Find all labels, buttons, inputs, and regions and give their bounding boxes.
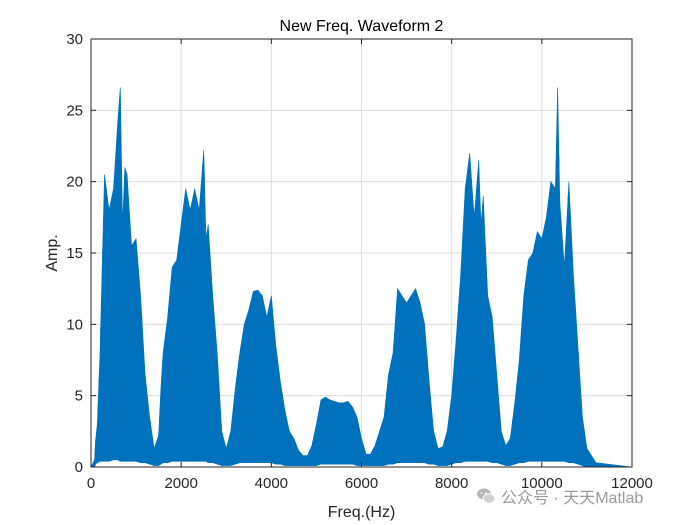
x-tick-label: 10000	[521, 475, 563, 492]
x-axis-label: Freq.(Hz)	[328, 504, 396, 521]
x-tick-label: 6000	[345, 475, 378, 492]
chart-title: New Freq. Waveform 2	[280, 18, 444, 35]
x-tick-label: 4000	[255, 475, 288, 492]
series-layer	[90, 87, 633, 468]
wechat-icon	[477, 488, 496, 504]
y-tick-label: 20	[66, 174, 83, 191]
x-tick-label: 12000	[611, 475, 653, 492]
ticks: 0 2000 4000 6000 8000 10000 12000 0 5 10 15 20 25 30	[66, 31, 653, 492]
y-tick-label: 30	[66, 31, 83, 48]
x-tick-label: 0	[87, 475, 95, 492]
x-tick-label: 2000	[164, 475, 197, 492]
spectrum-spikes	[90, 95, 588, 467]
y-tick-label: 15	[66, 245, 83, 262]
watermark: 公众号 · 天天Matlab	[476, 484, 643, 508]
y-tick-label: 0	[75, 459, 83, 476]
y-axis-label: Amp.	[44, 234, 61, 271]
watermark-text: 公众号 · 天天Matlab	[501, 490, 644, 507]
y-tick-label: 25	[66, 102, 83, 119]
x-tick-label: 8000	[435, 475, 468, 492]
y-tick-label: 5	[75, 388, 83, 405]
y-tick-label: 10	[66, 316, 83, 333]
